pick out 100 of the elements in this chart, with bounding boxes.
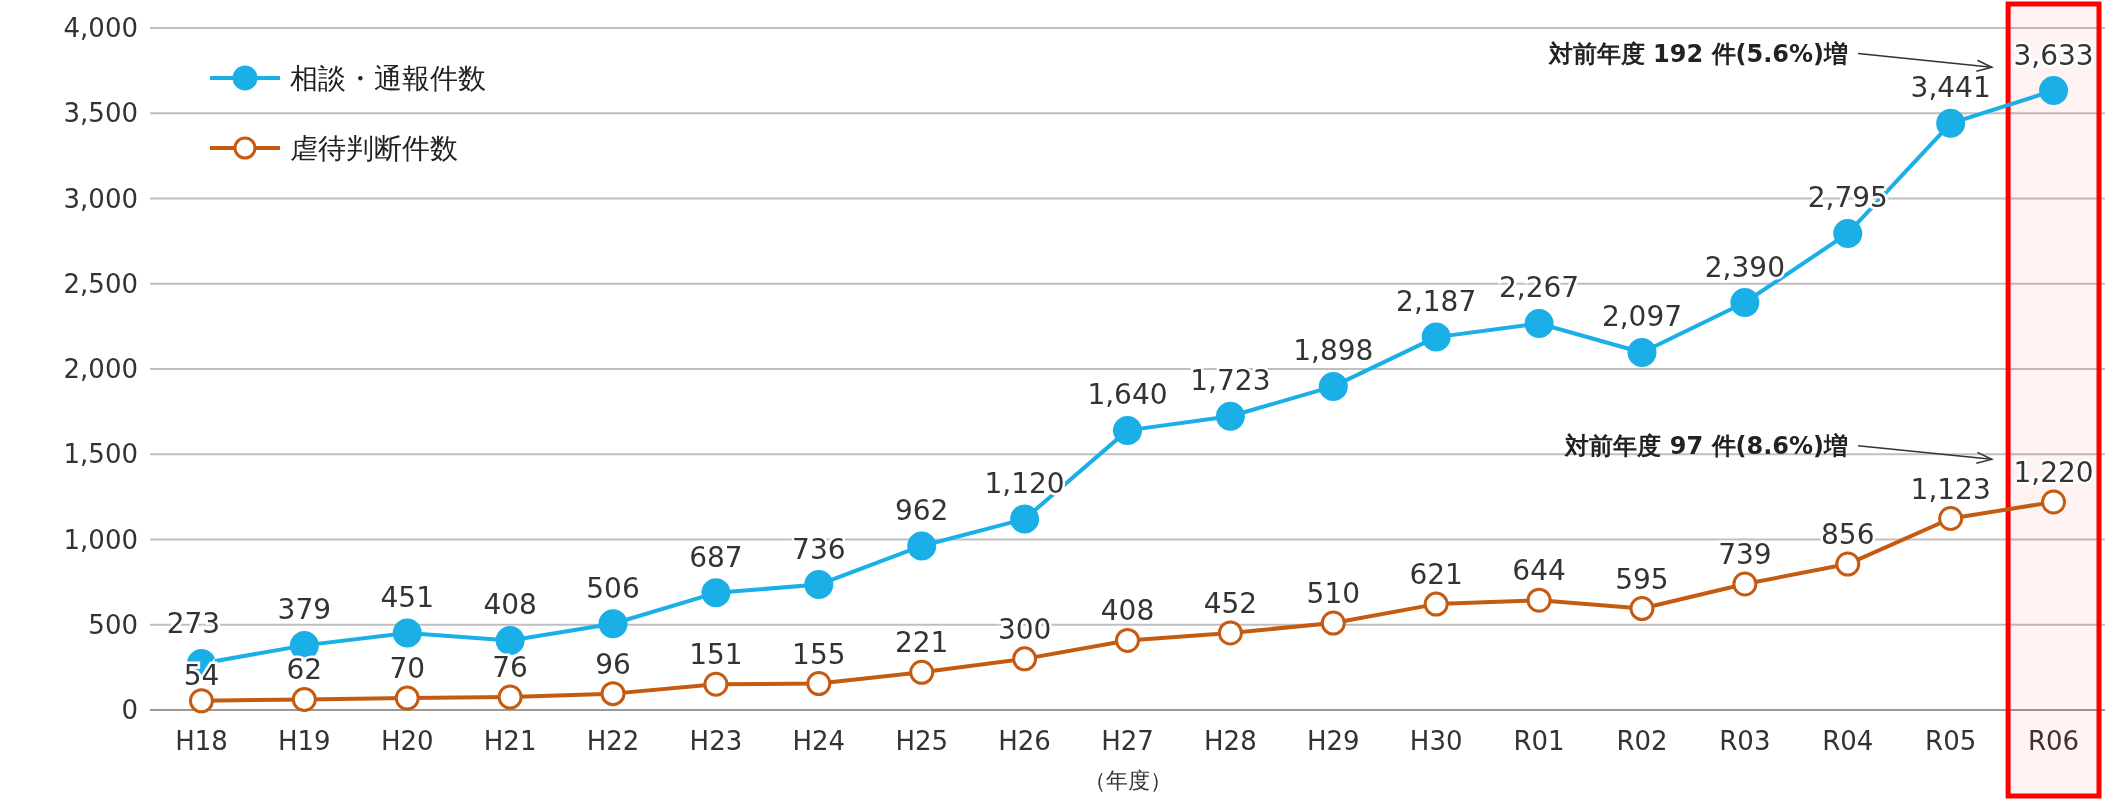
point: [392, 618, 422, 648]
point: [1833, 218, 1863, 248]
point: [1215, 401, 1245, 431]
point: [1113, 415, 1142, 445]
point: [600, 681, 626, 707]
point: [1526, 587, 1552, 613]
x-tick-label: R03: [1719, 726, 1771, 756]
y-tick-label: 0: [121, 695, 138, 725]
data-label: 2,097: [1601, 300, 1683, 334]
point: [1936, 108, 1966, 138]
point: [1629, 596, 1655, 622]
data-label: 962: [894, 493, 949, 527]
point: [1835, 551, 1861, 577]
data-label: 221: [894, 626, 949, 660]
x-axis-title: （年度）: [1083, 768, 1172, 793]
annotation: 対前年度 192 件(5.6%)増: [1547, 39, 1849, 68]
x-tick-label: H25: [895, 726, 949, 756]
x-tick-label: H24: [792, 726, 846, 756]
x-tick-label: H29: [1306, 726, 1360, 756]
point: [598, 609, 628, 639]
data-label: 379: [277, 593, 332, 627]
x-tick-label: H20: [380, 726, 434, 756]
data-label: 3,441: [1910, 71, 1991, 105]
data-label: 1,123: [1910, 472, 1991, 506]
point: [2041, 489, 2067, 515]
legend-label: 相談・通報件数: [290, 62, 486, 95]
data-label: 408: [483, 588, 537, 622]
x-tick-label: H28: [1204, 726, 1257, 756]
data-label: 155: [792, 637, 846, 671]
point: [909, 659, 935, 685]
data-label: 1,120: [984, 467, 1065, 501]
y-tick-label: 1,500: [63, 439, 138, 470]
data-label: 62: [286, 653, 323, 687]
point: [291, 686, 317, 712]
y-tick-label: 2,500: [63, 268, 138, 299]
point: [1730, 288, 1760, 318]
data-label: 1,898: [1293, 334, 1374, 368]
y-tick-label: 2,000: [63, 354, 138, 384]
point: [1524, 308, 1554, 338]
data-label: 408: [1100, 594, 1155, 628]
point: [1217, 620, 1243, 646]
y-tick-label: 4,000: [63, 13, 138, 43]
point: [1115, 627, 1140, 653]
point: [289, 630, 319, 660]
x-tick-label: H19: [278, 726, 331, 756]
point: [907, 531, 937, 561]
point: [1010, 504, 1040, 534]
data-label: 595: [1615, 562, 1669, 596]
data-label: 2,267: [1498, 271, 1580, 305]
annotation: 対前年度 97 件(8.6%)増: [1564, 431, 1849, 460]
data-label: 76: [492, 651, 528, 685]
x-tick-label: H26: [998, 726, 1051, 756]
data-label: 300: [997, 612, 1052, 646]
point: [703, 671, 729, 697]
x-tick-label: H27: [1101, 726, 1154, 756]
x-tick-label: H18: [175, 726, 228, 756]
data-label: 736: [792, 532, 846, 566]
point: [495, 625, 525, 655]
x-tick-label: R06: [2027, 726, 2080, 756]
point: [188, 688, 214, 714]
point: [701, 578, 731, 608]
data-label: 3,633: [2013, 38, 2094, 72]
x-tick-label: R05: [1925, 726, 1977, 756]
data-label: 2,187: [1396, 285, 1477, 319]
point: [1423, 591, 1449, 617]
data-label: 506: [586, 571, 640, 605]
point: [1938, 506, 1964, 532]
data-label: 1,640: [1087, 378, 1168, 412]
x-tick-label: R04: [1822, 726, 1874, 756]
data-label: 510: [1306, 577, 1361, 611]
data-label: 739: [1718, 538, 1772, 571]
point: [2039, 76, 2069, 106]
data-label: 856: [1821, 518, 1875, 552]
y-tick-label: 3,500: [63, 98, 138, 129]
data-label: 687: [689, 540, 743, 574]
data-label: 1,723: [1190, 364, 1271, 398]
x-tick-label: H21: [483, 726, 537, 756]
y-tick-label: 500: [88, 609, 138, 640]
data-label: 2,390: [1704, 250, 1785, 284]
point: [1320, 610, 1346, 636]
point: [804, 570, 834, 600]
y-tick-label: 3,000: [63, 183, 138, 214]
x-tick-label: R01: [1513, 726, 1565, 756]
data-label: 621: [1409, 558, 1463, 592]
x-tick-label: H22: [586, 726, 640, 756]
x-tick-label: H30: [1409, 726, 1463, 756]
point: [1318, 371, 1348, 401]
point: [1732, 571, 1758, 597]
point: [394, 685, 420, 711]
data-label: 70: [389, 652, 426, 686]
data-label: 644: [1512, 554, 1566, 588]
data-label: 452: [1203, 586, 1258, 620]
point: [1627, 337, 1657, 367]
point: [1421, 322, 1451, 352]
legend-label: 虐待判断件数: [290, 132, 458, 165]
x-tick-label: H23: [689, 726, 743, 756]
point: [1012, 646, 1038, 672]
data-label: 451: [380, 581, 434, 615]
point: [497, 684, 523, 710]
data-label: 96: [595, 647, 631, 681]
